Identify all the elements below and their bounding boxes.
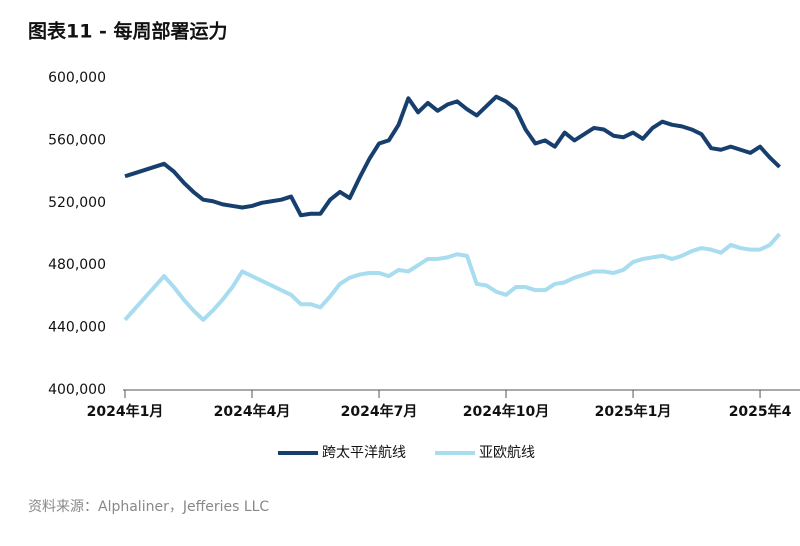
legend-label: 跨太平洋航线 <box>322 445 406 461</box>
x-tick-label: 2025年4 <box>729 403 792 420</box>
x-tick-label: 2024年1月 <box>87 403 164 420</box>
x-tick-label: 2024年10月 <box>463 403 549 420</box>
series-line <box>124 94 781 218</box>
source-note: 资料来源：Alphaliner，Jefferies LLC <box>28 499 269 515</box>
y-tick-label: 560,000 <box>48 132 106 148</box>
x-tick-label: 2025年1月 <box>595 403 672 420</box>
chart-title: 图表11 - 每周部署运力 <box>28 20 228 43</box>
legend-label: 亚欧航线 <box>479 445 535 461</box>
y-tick-label: 400,000 <box>48 382 106 398</box>
x-tick-label: 2024年4月 <box>214 403 291 420</box>
series-line <box>123 232 782 322</box>
x-tick-label: 2024年7月 <box>341 403 418 420</box>
y-tick-label: 440,000 <box>48 320 106 336</box>
y-tick-label: 520,000 <box>48 195 106 211</box>
y-tick-label: 480,000 <box>48 257 106 273</box>
y-tick-label: 600,000 <box>48 70 106 86</box>
